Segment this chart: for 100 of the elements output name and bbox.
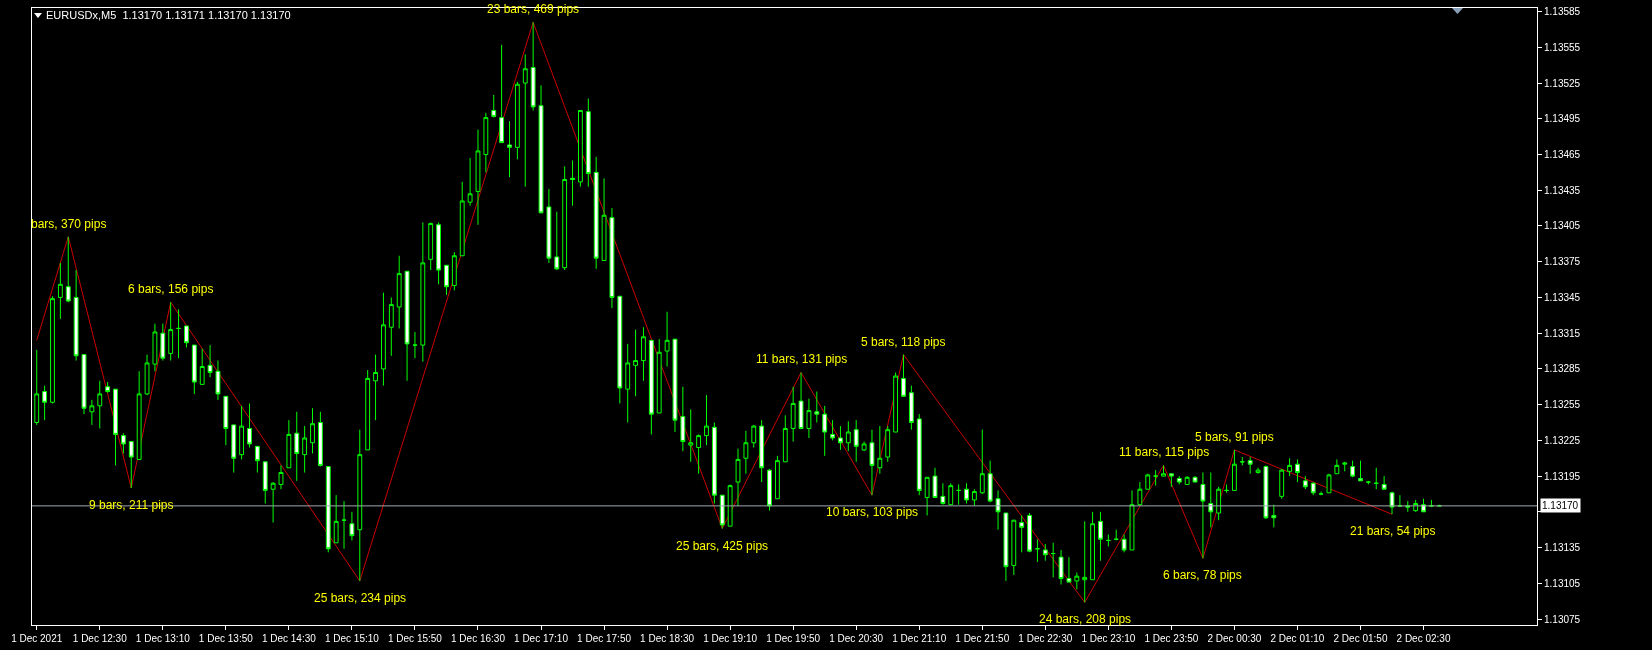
candlestick [436,221,442,285]
candlestick [428,221,434,271]
candlestick [585,98,591,188]
candlestick [1058,549,1064,585]
candlestick [475,128,481,226]
candlestick [696,433,702,475]
candlestick [869,429,875,496]
candlestick [73,269,79,362]
y-tick-label: 1.13435 [1544,184,1581,196]
candlestick [546,188,552,264]
candlestick [325,466,331,553]
candlestick [1231,449,1237,491]
candlestick [625,343,631,424]
y-tick-label: 1.13255 [1544,399,1581,411]
candlestick [459,181,465,257]
x-tick-label: 1 Dec 21:10 [892,633,947,644]
candlestick [160,323,166,362]
annotation: 9 bars, 211 pips [89,498,174,512]
candlestick [483,112,489,173]
ref-line-label: 1.13170 [1542,500,1579,511]
candlestick [751,424,757,449]
candlestick [664,311,670,368]
x-tick-label: 1 Dec 23:50 [1144,633,1199,644]
candlestick [633,329,639,397]
annotation: 11 bars, 131 pips [756,352,848,366]
candlestick [688,408,694,463]
candlestick [373,354,378,421]
x-tick-label: 1 Dec 15:10 [324,633,380,644]
candlestick [861,441,867,452]
candlestick [987,460,993,503]
candlestick [593,156,599,270]
x-tick-label: 1 Dec 16:30 [451,633,506,644]
candlestick [704,394,709,446]
candlestick [262,461,268,505]
candlestick [735,448,741,507]
chart-title: EURUSDx,M5 1.13170 1.13171 1.13170 1.13170 [46,8,291,21]
candlestick [562,165,568,271]
candlestick [349,511,355,541]
candlestick [656,338,662,414]
x-tick-label: 1 Dec 12:30 [72,633,128,644]
y-tick-label: 1.13285 [1544,363,1581,375]
candlestick [1050,542,1056,578]
y-tick-label: 1.13345 [1544,291,1581,303]
candlestick [1216,486,1222,521]
annotation: 25 bars, 425 pips [676,539,769,553]
candlestick [1310,481,1316,496]
candlestick [286,419,292,469]
candlestick [396,255,402,329]
candlestick [1176,475,1182,485]
x-tick-label: 1 Dec 21:50 [955,633,1010,644]
candlestick [254,445,260,474]
candlestick [81,354,87,415]
candlestick [1066,556,1072,583]
candlestick [381,292,386,387]
candlestick [89,399,95,426]
candlestick [223,395,229,446]
candlestick [270,481,276,524]
annotation: 25 bars, 234 pips [314,591,407,605]
x-tick-label: 1 Dec 2021 [11,633,63,644]
candlestick [1302,475,1308,490]
candlestick [105,381,111,394]
x-tick-label: 1 Dec 19:50 [766,633,821,644]
candlestick [113,388,118,466]
y-tick-label: 1.13105 [1544,577,1581,589]
candlestick [1373,467,1379,490]
candlestick [577,109,583,188]
candlestick [144,354,150,396]
candlestick [1184,475,1190,485]
candlestick [964,482,969,505]
candlestick [838,425,843,451]
candlestick [491,94,497,119]
y-tick-label: 1.13375 [1544,256,1581,268]
candlestick [451,251,457,291]
candlestick [1342,461,1348,472]
candlestick [853,419,859,463]
candlestick [317,411,323,468]
candlestick [1082,520,1088,603]
candlestick [522,53,528,188]
candlestick [1358,460,1363,482]
candlestick [310,407,315,454]
candlestick [1239,456,1245,466]
candlestick [908,385,914,431]
y-tick-label: 1.13525 [1544,77,1581,89]
candlestick [893,371,899,433]
candlestick [641,326,646,382]
candlestick [940,482,946,506]
candlestick [1168,473,1174,488]
candlestick [1263,464,1269,520]
candlestick [916,413,922,496]
x-tick-label: 2 Dec 01:10 [1270,633,1325,644]
candlestick [570,159,575,207]
candlestick [247,402,252,449]
candlestick [120,432,126,454]
x-tick-label: 1 Dec 17:50 [577,633,632,644]
candlestick [648,339,654,435]
candlestick [1019,514,1025,553]
candlestick [1090,511,1096,581]
candlestick [1113,529,1119,541]
candlestick [956,483,962,506]
candlestick [1192,475,1198,483]
